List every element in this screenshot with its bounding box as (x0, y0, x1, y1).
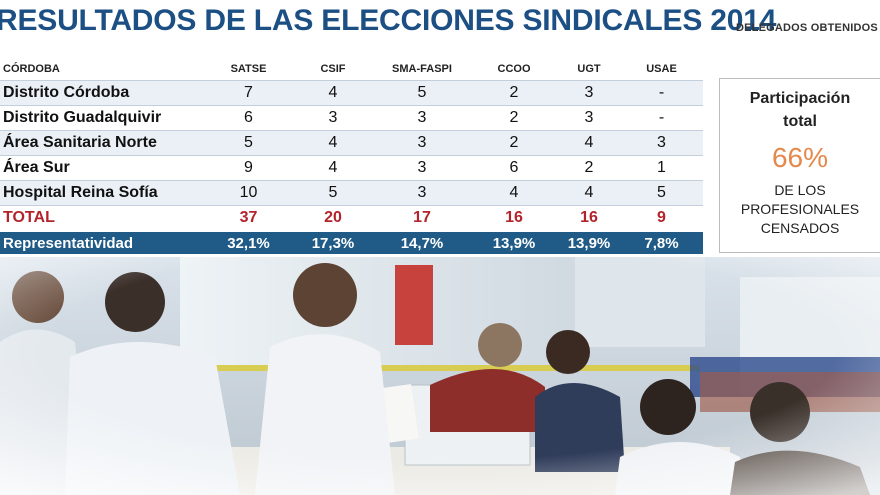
table-cell: 2 (470, 105, 558, 131)
table-cell: 3 (292, 105, 374, 131)
table-cell: 4 (292, 155, 374, 181)
table-cell: 5 (620, 180, 703, 206)
table-cell: - (620, 80, 703, 106)
table-cell: 3 (374, 180, 470, 206)
table-cell: - (620, 105, 703, 131)
table-row: Área Sanitaria Norte 5 4 3 2 4 3 (0, 130, 703, 156)
column-header: UGT (558, 58, 620, 81)
table-cell: 3 (620, 130, 703, 156)
participation-title-line1: Participación (749, 90, 851, 107)
table-cell: 4 (292, 80, 374, 106)
column-header: CCOO (470, 58, 558, 81)
total-cell: 16 (558, 205, 620, 231)
total-cell: 17 (374, 205, 470, 231)
total-cell: 9 (620, 205, 703, 231)
table-row: Distrito Córdoba 7 4 5 2 3 - (0, 80, 703, 106)
participation-title-line2: total (783, 113, 817, 130)
table-cell: 4 (470, 180, 558, 206)
table-header-row: CÓRDOBA SATSE CSIF SMA-FASPI CCOO UGT US… (0, 58, 703, 81)
total-cell: 20 (292, 205, 374, 231)
infographic-subtitle: DELEGADOS OBTENIDOS (736, 22, 878, 34)
row-label: Hospital Reina Sofía (0, 180, 205, 206)
row-label: Área Sur (0, 155, 205, 181)
column-header: USAE (620, 58, 703, 81)
table-row: Distrito Guadalquivir 6 3 3 2 3 - (0, 105, 703, 131)
participation-value: 66% (771, 142, 829, 173)
representatividad-cell: 17,3% (292, 230, 374, 254)
table-cell: 3 (374, 155, 470, 181)
table-cell: 5 (374, 80, 470, 106)
table-row: Hospital Reina Sofía 10 5 3 4 4 5 (0, 180, 703, 206)
representatividad-cell: 13,9% (470, 230, 558, 254)
representatividad-cell: 32,1% (205, 230, 292, 254)
table-cell: 3 (374, 130, 470, 156)
total-cell: 16 (470, 205, 558, 231)
voting-scene-photo (0, 257, 880, 495)
table-cell: 1 (620, 155, 703, 181)
representatividad-cell: 14,7% (374, 230, 470, 254)
table-cell: 6 (470, 155, 558, 181)
total-label: TOTAL (0, 205, 205, 231)
table-cell: 4 (292, 130, 374, 156)
column-header: CSIF (292, 58, 374, 81)
results-table: CÓRDOBA SATSE CSIF SMA-FASPI CCOO UGT US… (0, 58, 703, 254)
participation-desc-line1: DE LOS (774, 182, 826, 198)
table-cell: 3 (558, 80, 620, 106)
corner-label: CÓRDOBA (0, 58, 205, 81)
representatividad-cell: 7,8% (620, 230, 703, 254)
row-label: Distrito Guadalquivir (0, 105, 205, 131)
table-cell: 2 (470, 130, 558, 156)
participation-desc-line2: PROFESIONALES (740, 201, 860, 217)
representatividad-label: Representatividad (0, 230, 205, 254)
representatividad-cell: 13,9% (558, 230, 620, 254)
total-row: TOTAL 37 20 17 16 16 9 (0, 205, 703, 231)
table-cell: 4 (558, 180, 620, 206)
table-cell: 5 (205, 130, 292, 156)
infographic-title: RESULTADOS DE LAS ELECCIONES SINDICALES … (0, 4, 777, 37)
table-cell: 6 (205, 105, 292, 131)
table-cell: 7 (205, 80, 292, 106)
participation-description: DE LOS PROFESIONALES CENSADOS (720, 181, 880, 238)
table-cell: 2 (558, 155, 620, 181)
table-cell: 4 (558, 130, 620, 156)
table-cell: 10 (205, 180, 292, 206)
participation-desc-line3: CENSADOS (760, 220, 840, 236)
table-cell: 5 (292, 180, 374, 206)
column-header: SMA-FASPI (374, 58, 470, 81)
representatividad-row: Representatividad 32,1% 17,3% 14,7% 13,9… (0, 230, 703, 254)
table-cell: 3 (374, 105, 470, 131)
participation-title: Participación total (720, 87, 880, 133)
table-cell: 3 (558, 105, 620, 131)
table-cell: 2 (470, 80, 558, 106)
participation-box: Participación total 66% DE LOS PROFESION… (719, 78, 880, 253)
column-header: SATSE (205, 58, 292, 81)
row-label: Distrito Córdoba (0, 80, 205, 106)
row-label: Área Sanitaria Norte (0, 130, 205, 156)
table-row: Área Sur 9 4 3 6 2 1 (0, 155, 703, 181)
total-cell: 37 (205, 205, 292, 231)
table-cell: 9 (205, 155, 292, 181)
